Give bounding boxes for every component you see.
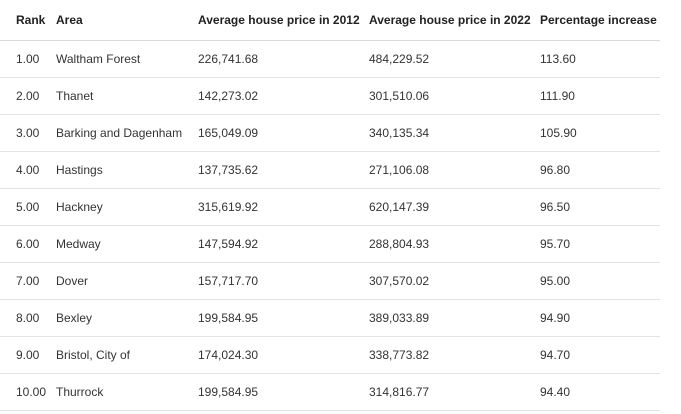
cell-price-2012: 226,741.68 — [192, 40, 363, 78]
cell-percentage-increase: 95.70 — [534, 225, 660, 263]
cell-percentage-increase: 94.90 — [534, 299, 660, 337]
cell-rank: 8.00 — [0, 299, 52, 337]
table-header: Rank Area Average house price in 2012 Av… — [0, 0, 660, 41]
cell-price-2012: 174,024.30 — [192, 336, 363, 374]
cell-percentage-increase: 96.80 — [534, 151, 660, 189]
cell-rank: 10.00 — [0, 373, 52, 411]
column-header-price-2012[interactable]: Average house price in 2012 — [192, 0, 363, 41]
cell-price-2012: 147,594.92 — [192, 225, 363, 263]
column-header-price-2022[interactable]: Average house price in 2022 — [363, 0, 534, 41]
table-row: 10.00 Thurrock 199,584.95 314,816.77 94.… — [0, 373, 660, 411]
column-header-area[interactable]: Area — [52, 0, 192, 41]
cell-price-2022: 288,804.93 — [363, 225, 534, 263]
cell-rank: 2.00 — [0, 77, 52, 115]
house-price-table: Rank Area Average house price in 2012 Av… — [0, 0, 660, 411]
cell-percentage-increase: 111.90 — [534, 77, 660, 115]
cell-area: Waltham Forest — [52, 40, 192, 78]
cell-rank: 1.00 — [0, 40, 52, 78]
cell-area: Barking and Dagenham — [52, 114, 192, 152]
table-row: 1.00 Waltham Forest 226,741.68 484,229.5… — [0, 40, 660, 78]
cell-rank: 6.00 — [0, 225, 52, 263]
cell-rank: 9.00 — [0, 336, 52, 374]
cell-area: Bristol, City of — [52, 336, 192, 374]
cell-price-2012: 137,735.62 — [192, 151, 363, 189]
table-row: 9.00 Bristol, City of 174,024.30 338,773… — [0, 336, 660, 374]
cell-price-2022: 314,816.77 — [363, 373, 534, 411]
table-row: 8.00 Bexley 199,584.95 389,033.89 94.90 — [0, 299, 660, 337]
cell-area: Hastings — [52, 151, 192, 189]
cell-price-2012: 199,584.95 — [192, 299, 363, 337]
cell-area: Medway — [52, 225, 192, 263]
cell-price-2022: 307,570.02 — [363, 262, 534, 300]
column-header-rank[interactable]: Rank — [0, 0, 52, 41]
cell-price-2012: 199,584.95 — [192, 373, 363, 411]
cell-price-2022: 389,033.89 — [363, 299, 534, 337]
cell-price-2012: 157,717.70 — [192, 262, 363, 300]
cell-price-2022: 484,229.52 — [363, 40, 534, 78]
table-row: 2.00 Thanet 142,273.02 301,510.06 111.90 — [0, 77, 660, 115]
cell-percentage-increase: 96.50 — [534, 188, 660, 226]
cell-price-2022: 340,135.34 — [363, 114, 534, 152]
table-row: 4.00 Hastings 137,735.62 271,106.08 96.8… — [0, 151, 660, 189]
house-price-table-container: Rank Area Average house price in 2012 Av… — [0, 0, 660, 411]
column-header-percentage-increase[interactable]: Percentage increase — [534, 0, 660, 41]
cell-rank: 5.00 — [0, 188, 52, 226]
table-row: 3.00 Barking and Dagenham 165,049.09 340… — [0, 114, 660, 152]
cell-rank: 3.00 — [0, 114, 52, 152]
cell-rank: 7.00 — [0, 262, 52, 300]
cell-price-2022: 271,106.08 — [363, 151, 534, 189]
cell-area: Hackney — [52, 188, 192, 226]
cell-price-2012: 142,273.02 — [192, 77, 363, 115]
cell-price-2022: 301,510.06 — [363, 77, 534, 115]
cell-price-2012: 165,049.09 — [192, 114, 363, 152]
cell-percentage-increase: 94.40 — [534, 373, 660, 411]
cell-percentage-increase: 113.60 — [534, 40, 660, 78]
table-row: 7.00 Dover 157,717.70 307,570.02 95.00 — [0, 262, 660, 300]
cell-rank: 4.00 — [0, 151, 52, 189]
cell-price-2012: 315,619.92 — [192, 188, 363, 226]
cell-area: Dover — [52, 262, 192, 300]
cell-area: Bexley — [52, 299, 192, 337]
table-row: 5.00 Hackney 315,619.92 620,147.39 96.50 — [0, 188, 660, 226]
cell-percentage-increase: 105.90 — [534, 114, 660, 152]
cell-price-2022: 338,773.82 — [363, 336, 534, 374]
cell-percentage-increase: 95.00 — [534, 262, 660, 300]
cell-price-2022: 620,147.39 — [363, 188, 534, 226]
cell-area: Thanet — [52, 77, 192, 115]
table-row: 6.00 Medway 147,594.92 288,804.93 95.70 — [0, 225, 660, 263]
cell-area: Thurrock — [52, 373, 192, 411]
header-row: Rank Area Average house price in 2012 Av… — [0, 0, 660, 41]
cell-percentage-increase: 94.70 — [534, 336, 660, 374]
table-body: 1.00 Waltham Forest 226,741.68 484,229.5… — [0, 40, 660, 411]
